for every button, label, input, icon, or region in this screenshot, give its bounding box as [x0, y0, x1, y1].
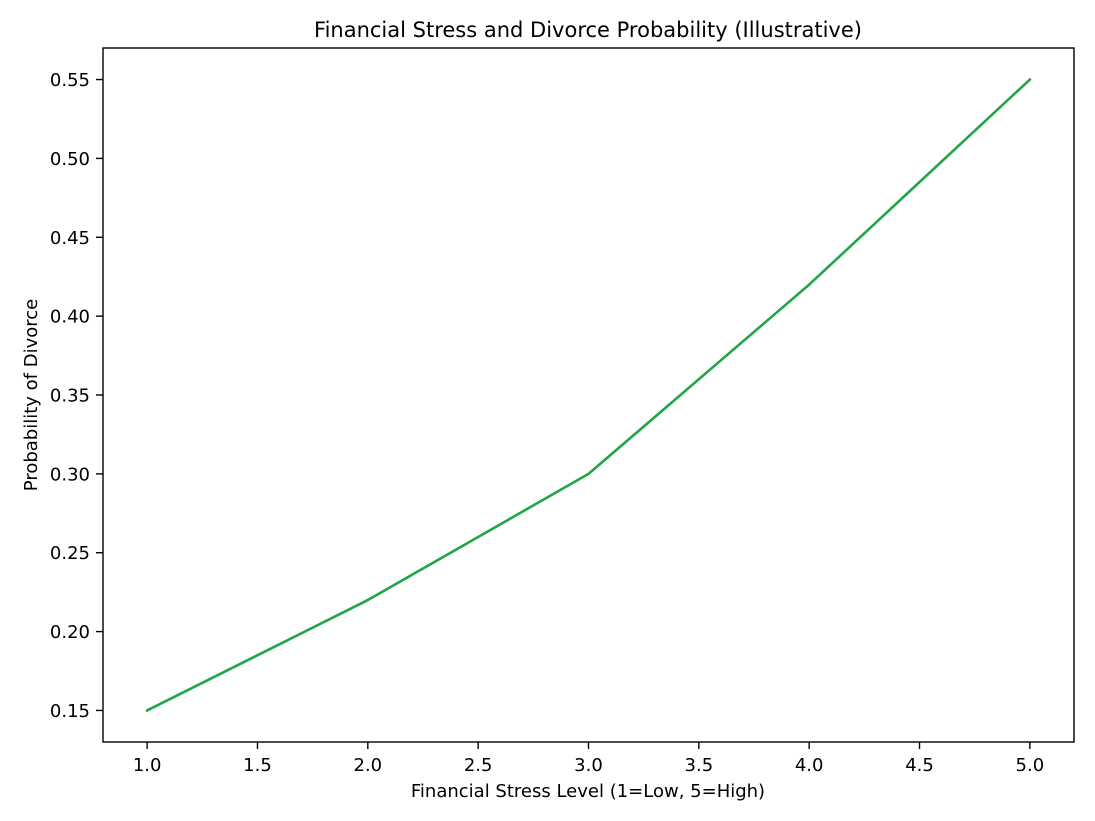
- y-tick-label: 0.35: [50, 386, 90, 407]
- data-point: [587, 472, 590, 476]
- x-axis-ticks: 1.0 1.5 2.0 2.5 3.0 3.5 4.0 4.5 5.0: [133, 742, 1044, 776]
- y-tick-label: 0.40: [50, 307, 90, 328]
- y-tick-label: 0.25: [50, 543, 90, 564]
- x-tick-label: 2.0: [353, 755, 382, 776]
- data-point: [1028, 78, 1032, 81]
- y-tick-label: 0.45: [50, 228, 90, 249]
- x-tick-label: 3.0: [574, 755, 603, 776]
- data-point: [145, 709, 149, 712]
- x-tick-label: 1.5: [243, 755, 272, 776]
- x-tick-label: 3.5: [685, 755, 714, 776]
- x-tick-label: 2.5: [464, 755, 493, 776]
- x-axis-label: Financial Stress Level (1=Low, 5=High): [411, 781, 765, 802]
- y-tick-label: 0.50: [50, 149, 90, 170]
- y-tick-label: 0.55: [50, 70, 90, 91]
- y-tick-label: 0.15: [50, 701, 90, 722]
- series-line: [145, 78, 1032, 712]
- x-tick-label: 1.0: [133, 755, 162, 776]
- y-tick-label: 0.30: [50, 464, 90, 485]
- chart-title: Financial Stress and Divorce Probability…: [314, 18, 862, 42]
- y-tick-label: 0.20: [50, 622, 90, 643]
- data-point: [807, 283, 811, 286]
- plot-frame: [102, 47, 1075, 743]
- series-lines: [145, 78, 1032, 712]
- x-tick-label: 4.0: [795, 755, 824, 776]
- data-point: [366, 598, 370, 602]
- x-tick-label: 5.0: [1016, 755, 1045, 776]
- y-axis-ticks: 0.15 0.20 0.25 0.30 0.35 0.40 0.45 0.50 0.55: [50, 70, 103, 722]
- y-axis-label: Probability of Divorce: [21, 299, 42, 491]
- x-tick-label: 4.5: [905, 755, 934, 776]
